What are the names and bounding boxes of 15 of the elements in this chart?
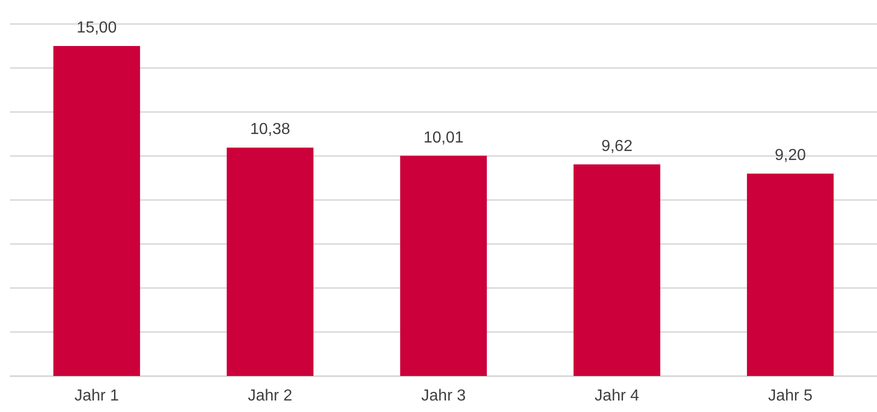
bar xyxy=(400,156,487,376)
x-tick-label: Jahr 2 xyxy=(248,388,292,404)
x-tick-label: Jahr 3 xyxy=(421,388,466,404)
x-tick-label: Jahr 4 xyxy=(594,388,640,404)
bar xyxy=(226,148,314,376)
x-tick-label: Jahr 1 xyxy=(74,388,120,404)
data-label: 10,38 xyxy=(250,121,290,138)
bar xyxy=(574,164,660,376)
data-label: 9,62 xyxy=(601,138,633,155)
bar xyxy=(53,46,140,376)
data-label: 9,20 xyxy=(774,147,806,164)
x-tick-label: Jahr 5 xyxy=(768,388,813,404)
bar xyxy=(746,174,834,376)
data-label: 15,00 xyxy=(76,20,117,36)
data-label: 10,01 xyxy=(423,129,464,146)
